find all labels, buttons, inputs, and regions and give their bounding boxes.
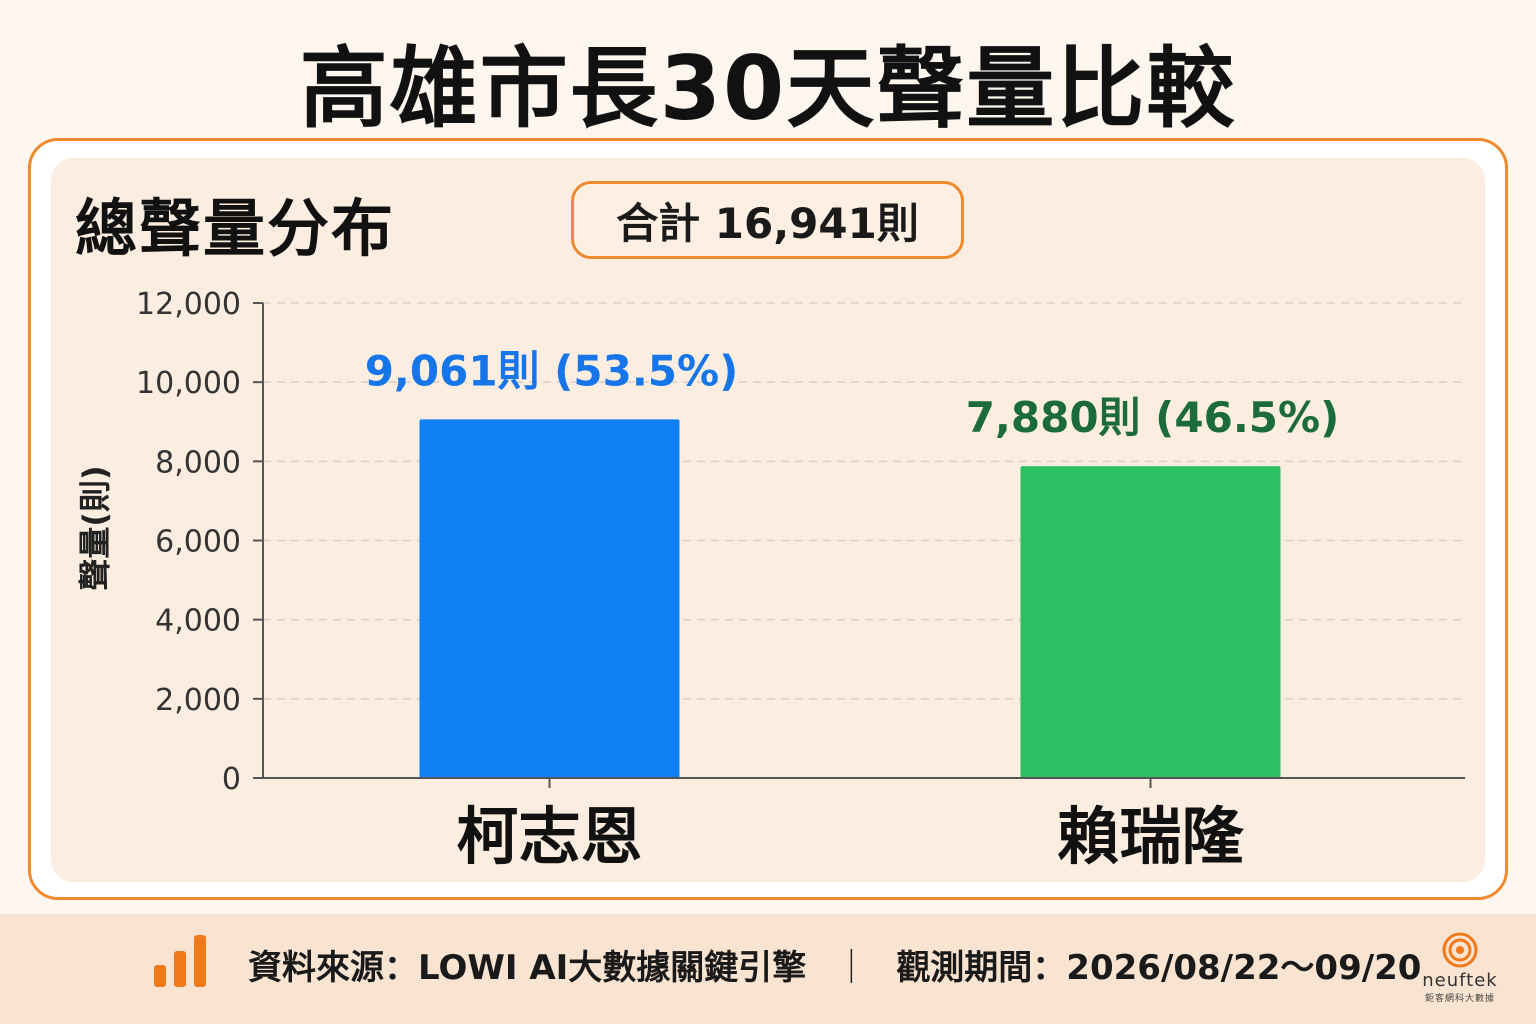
- x-category-label: 柯志恩: [456, 800, 642, 873]
- bar-data-label: 9,061則 (53.5%): [365, 346, 739, 395]
- x-category-label: 賴瑞隆: [1057, 800, 1244, 873]
- total-badge-label: 合計 16,941則: [616, 198, 919, 248]
- data-labels: 9,061則 (53.5%) 7,880則 (46.5%): [365, 346, 1340, 442]
- bar-data-label: 7,880則 (46.5%): [966, 393, 1340, 442]
- y-tick-label: 6,000: [155, 525, 241, 560]
- bar-chart: 0 2,000 4,000 6,000 8,000 10,000 12,000 9,061則…: [76, 287, 1465, 873]
- bar: [419, 419, 680, 778]
- brand-logo: neuftek 鉅客網科大數據: [1410, 930, 1510, 1004]
- logo-spiral-icon: [1442, 932, 1478, 968]
- y-axis-label: 聲量(則): [76, 465, 114, 590]
- logo-name: neuftek: [1422, 970, 1498, 991]
- data-source: 資料來源：LOWI AI大數據關鍵引擎: [248, 948, 807, 988]
- bar: [1020, 466, 1281, 778]
- footer-text: 資料來源：LOWI AI大數據關鍵引擎 ｜ 觀測期間：2026/08/22～09/2…: [248, 940, 1421, 989]
- y-tick-label: 10,000: [136, 366, 241, 401]
- bars: [419, 419, 1281, 778]
- y-tick-label: 8,000: [155, 445, 241, 480]
- section-title: 總聲量分布: [75, 192, 396, 265]
- logo-subtitle: 鉅客網科大數據: [1424, 994, 1495, 1004]
- y-axis-ticks: 0 2,000 4,000 6,000 8,000 10,000 12,000: [136, 287, 263, 797]
- y-tick-label: 0: [222, 762, 241, 797]
- total-badge: 合計 16,941則: [571, 181, 964, 259]
- y-tick-label: 4,000: [155, 604, 241, 639]
- x-axis-categories: 柯志恩 賴瑞隆: [456, 778, 1244, 873]
- footer-separator: ｜: [834, 948, 869, 988]
- page-title: 高雄市長30天聲量比較: [299, 37, 1237, 140]
- y-tick-label: 2,000: [155, 683, 241, 718]
- y-tick-label: 12,000: [136, 287, 241, 322]
- footer-bar: [0, 914, 1536, 1024]
- bar-chart-icon: [154, 935, 206, 987]
- observation-period: 觀測期間：2026/08/22～09/20: [896, 948, 1422, 988]
